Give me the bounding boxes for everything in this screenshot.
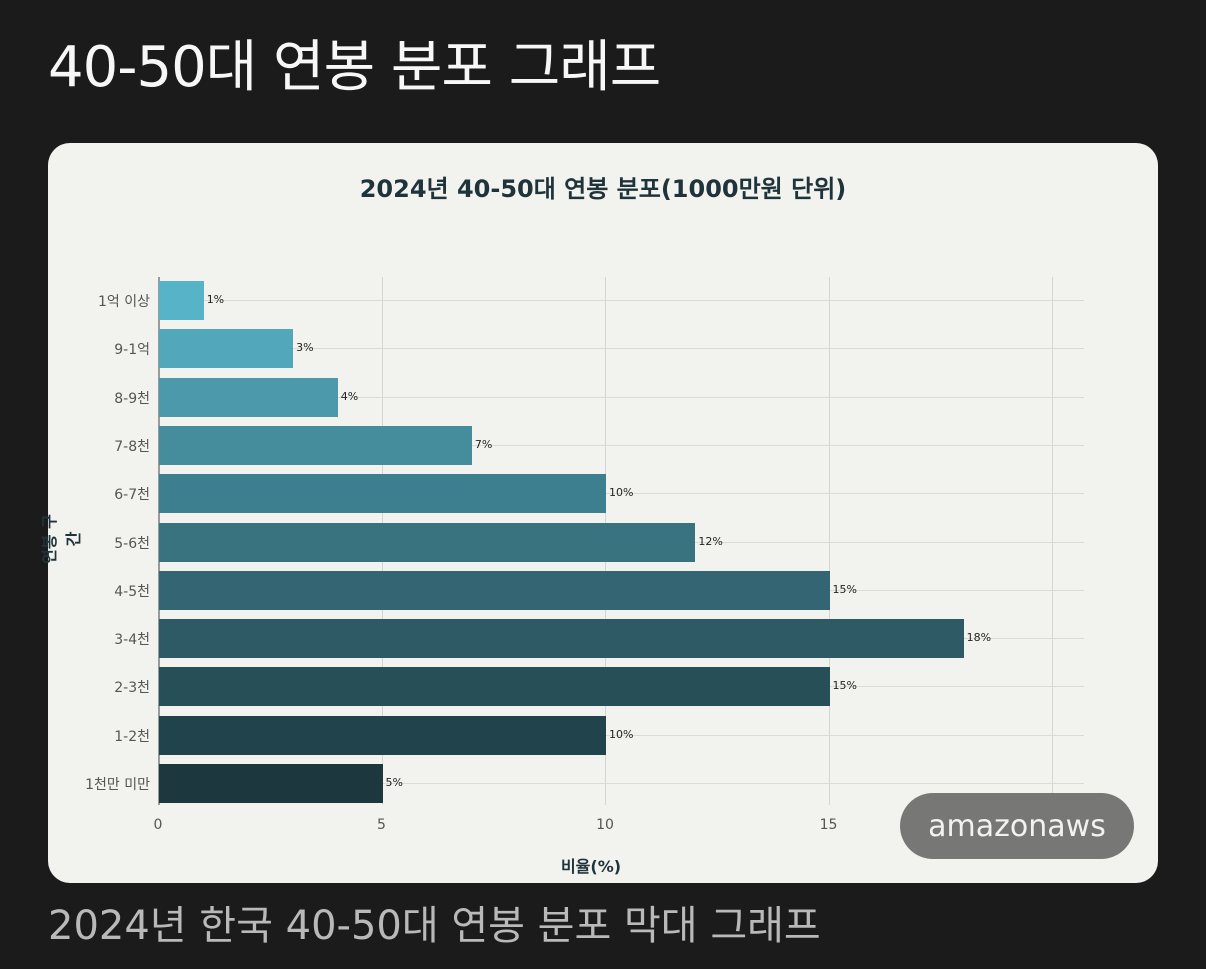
bar-value-label: 15%: [832, 679, 857, 693]
bar-value-label: 5%: [385, 776, 403, 789]
bar: [159, 281, 204, 320]
category-label: 1-2천: [114, 728, 150, 745]
category-label: 4-5천: [114, 583, 150, 600]
bar: [159, 764, 383, 803]
y-axis-label: 연봉 구간: [40, 514, 83, 564]
category-label: 7-8천: [114, 438, 150, 455]
chart-card: 2024년 40-50대 연봉 분포(1000만원 단위) 연봉 구간 1% 1억…: [40, 143, 1158, 883]
grid-line-horizontal: [158, 396, 1084, 398]
category-label: 2-3천: [114, 680, 150, 697]
x-tick-label: 10: [596, 817, 614, 833]
category-label: 3-4천: [114, 632, 150, 649]
bar-value-label: 15%: [832, 582, 857, 596]
category-label: 9-1억: [114, 342, 150, 359]
x-axis-label: 비율(%): [560, 857, 622, 876]
grid-line-horizontal: [158, 493, 1084, 495]
caption: 2024년 한국 40-50대 연봉 분포 막대 그래프: [48, 903, 821, 949]
bar: [159, 329, 294, 369]
bar-value-label: 12%: [698, 534, 723, 548]
page-title: 40-50대 연봉 분포 그래프: [48, 35, 661, 100]
bar: [159, 425, 472, 465]
grid-line-horizontal: [158, 300, 1084, 301]
bar: [159, 570, 830, 610]
x-tick-label: 15: [819, 817, 838, 833]
bar: [159, 667, 830, 707]
x-tick-label: 5: [377, 817, 386, 833]
watermark-badge: amazonaws: [900, 793, 1134, 859]
bar-value-label: 3%: [296, 341, 314, 355]
plot-area: 1% 1억 이상 3% 9-1억 4% 8-9천 7% 7-8천 10% 6-7천 12% 5-6천 1…: [85, 277, 1084, 833]
bar-value-label: 10%: [609, 486, 634, 500]
bar: [159, 474, 606, 514]
bar: [159, 522, 696, 562]
bar-value-label: 18%: [966, 631, 992, 645]
category-label: 8-9천: [114, 390, 150, 407]
category-label: 1천만 미만: [85, 777, 150, 793]
chart-title: 2024년 40-50대 연봉 분포(1000만원 단위): [359, 175, 847, 203]
bar: [159, 715, 606, 755]
grid-line-horizontal: [158, 783, 1084, 784]
grid-line-horizontal: [158, 348, 1084, 350]
bar: [159, 377, 338, 417]
bar-value-label: 1%: [206, 293, 225, 306]
bar-value-label: 7%: [474, 437, 493, 451]
grid-line-vertical: [1052, 277, 1053, 805]
category-label: 5-6천: [114, 535, 150, 552]
bar-value-label: 10%: [609, 727, 634, 741]
grid-line-horizontal: [158, 734, 1084, 736]
category-label: 1억 이상: [98, 294, 150, 310]
x-tick-label: 0: [153, 817, 163, 833]
category-label: 6-7천: [114, 487, 150, 504]
bar-value-label: 4%: [340, 389, 359, 403]
grid-line-vertical: [828, 277, 830, 805]
grid-line-horizontal: [158, 444, 1084, 446]
bar: [159, 619, 964, 659]
